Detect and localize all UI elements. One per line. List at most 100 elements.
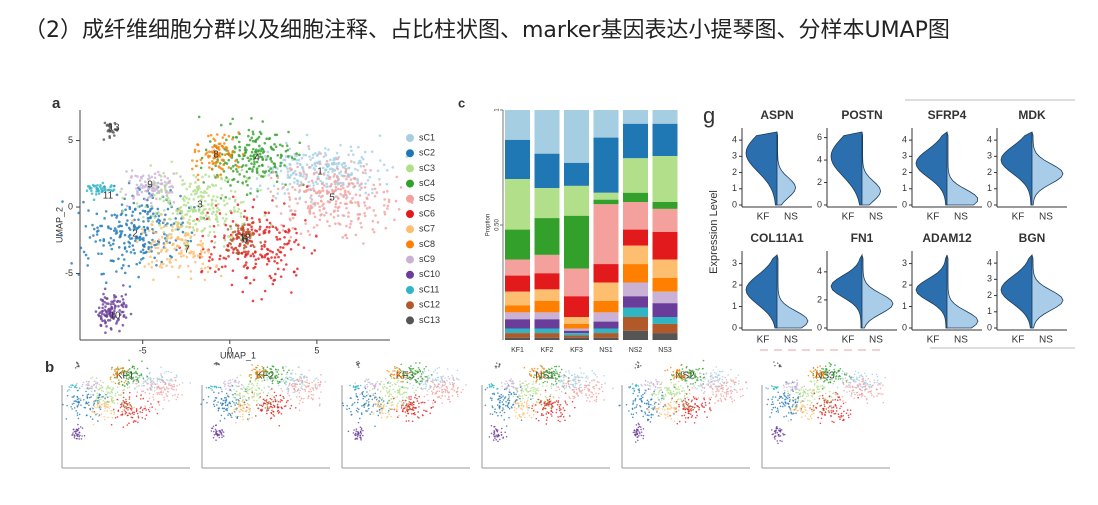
cell-point <box>164 382 167 384</box>
cell-point <box>376 221 380 224</box>
cell-point <box>185 245 189 248</box>
cell-point <box>96 404 99 406</box>
cell-point <box>140 190 144 194</box>
cell-point <box>189 239 193 243</box>
cell-point <box>566 403 568 406</box>
cell-point <box>418 368 421 371</box>
cell-point <box>212 149 216 152</box>
cell-point <box>580 386 582 389</box>
cell-point <box>239 411 241 413</box>
cell-point <box>156 207 160 211</box>
cell-point <box>151 240 155 243</box>
cell-point <box>222 158 225 162</box>
cell-point <box>197 195 200 199</box>
cell-point <box>534 390 537 393</box>
cell-point <box>242 200 245 204</box>
cell-point <box>405 386 407 389</box>
cell-point <box>369 413 372 415</box>
cell-point <box>241 164 245 167</box>
cell-point <box>418 402 420 405</box>
cell-point <box>102 381 104 384</box>
cell-point <box>134 388 136 390</box>
cell-point <box>216 158 219 162</box>
cell-point <box>513 391 515 394</box>
cell-point <box>165 394 168 397</box>
cell-point <box>508 416 510 419</box>
cell-point <box>272 194 275 198</box>
cell-point <box>203 266 207 270</box>
cell-point <box>222 163 226 166</box>
cell-point <box>114 416 117 419</box>
cell-point <box>319 190 323 193</box>
cell-point <box>603 374 606 377</box>
cell-point <box>164 388 166 391</box>
cell-point <box>138 185 141 189</box>
cell-point <box>98 383 101 386</box>
cell-point <box>347 182 351 186</box>
cell-point <box>96 412 99 415</box>
cell-point <box>302 246 306 250</box>
cell-point <box>143 245 146 248</box>
cell-point <box>243 236 247 240</box>
cell-point <box>245 410 248 413</box>
cell-point <box>548 372 551 375</box>
cell-point <box>263 171 266 174</box>
cell-point <box>571 383 573 386</box>
cell-point <box>282 224 285 228</box>
cell-point <box>344 164 347 168</box>
cell-point <box>252 266 255 270</box>
cell-point <box>364 380 366 383</box>
cell-point <box>317 379 319 381</box>
cell-point <box>79 426 82 428</box>
cell-point <box>164 383 167 386</box>
cell-point <box>229 381 232 384</box>
cell-point <box>527 382 530 385</box>
cell-point <box>120 203 124 206</box>
cell-point <box>101 306 104 310</box>
cell-point <box>230 235 234 238</box>
cell-point <box>276 267 280 271</box>
cell-point <box>518 405 520 407</box>
cell-point <box>184 238 187 242</box>
cell-point <box>208 386 210 389</box>
cell-point <box>162 262 165 266</box>
cell-point <box>263 386 266 389</box>
cell-point <box>158 265 162 268</box>
cell-point <box>283 379 285 381</box>
cell-point <box>118 379 120 381</box>
cell-point <box>427 369 430 372</box>
cell-point <box>79 246 83 250</box>
cell-point <box>152 381 155 383</box>
cell-point <box>518 395 520 398</box>
cell-point <box>721 370 724 373</box>
cell-point <box>135 202 139 205</box>
cell-point <box>375 191 379 194</box>
cell-point <box>505 425 508 427</box>
cell-point <box>214 176 217 179</box>
cell-point <box>423 401 426 404</box>
cell-point <box>371 191 374 195</box>
cell-point <box>558 396 560 399</box>
cell-point <box>359 384 362 387</box>
cell-point <box>116 391 119 393</box>
cell-point <box>557 416 559 418</box>
cell-point <box>357 411 359 413</box>
cell-point <box>295 382 297 385</box>
cell-point <box>256 150 260 153</box>
cell-point <box>100 312 104 316</box>
cell-point <box>391 395 394 398</box>
cell-point <box>188 185 192 188</box>
cell-point <box>493 425 496 428</box>
cell-point <box>327 170 330 174</box>
cell-point <box>236 376 239 379</box>
cell-point <box>376 380 379 383</box>
cell-point <box>147 382 149 385</box>
cell-point <box>182 199 186 202</box>
cell-point <box>275 235 278 239</box>
cell-point <box>534 392 537 395</box>
cell-point <box>273 260 276 263</box>
cell-point <box>515 393 517 396</box>
cell-point <box>142 390 145 392</box>
cell-point <box>254 378 257 380</box>
cell-point <box>574 380 577 383</box>
